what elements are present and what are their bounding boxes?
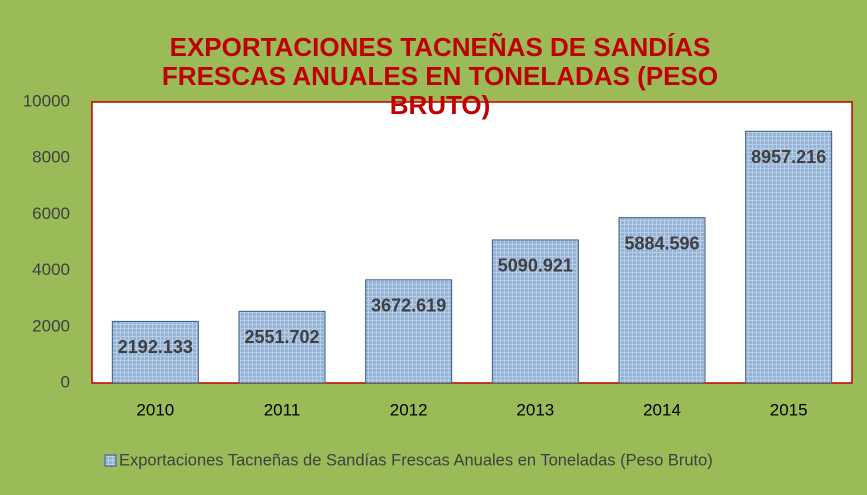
x-tick-label: 2013 (516, 400, 554, 419)
y-tick-label: 2000 (32, 316, 70, 335)
x-tick-label: 2010 (136, 400, 174, 419)
bar (365, 279, 453, 384)
legend-marker (104, 454, 117, 467)
x-tick-label: 2011 (264, 400, 301, 419)
x-tick-label: 2012 (390, 400, 428, 419)
bar (618, 217, 706, 384)
plot-area (91, 101, 853, 384)
data-label: 5090.921 (498, 256, 573, 276)
y-tick-label: 8000 (32, 148, 70, 167)
data-label: 8957.216 (751, 147, 826, 167)
bar (111, 320, 199, 384)
chart-title: EXPORTACIONES TACNEÑAS DE SANDÍAS FRESCA… (161, 32, 719, 120)
x-tick-label: 2014 (643, 400, 681, 419)
legend-label: Exportaciones Tacneñas de Sandías Fresca… (119, 451, 713, 469)
y-tick-label: 4000 (32, 260, 70, 279)
y-tick-label: 10000 (23, 91, 70, 110)
data-label: 5884.596 (624, 233, 699, 253)
bar (238, 310, 326, 384)
bar (491, 239, 579, 384)
x-tick-label: 2015 (770, 400, 808, 419)
bar (745, 130, 833, 384)
data-label: 3672.619 (371, 296, 446, 316)
data-label: 2551.702 (244, 327, 319, 347)
y-tick-label: 0 (61, 372, 70, 391)
y-tick-label: 6000 (32, 204, 70, 223)
data-label: 2192.133 (118, 337, 193, 357)
